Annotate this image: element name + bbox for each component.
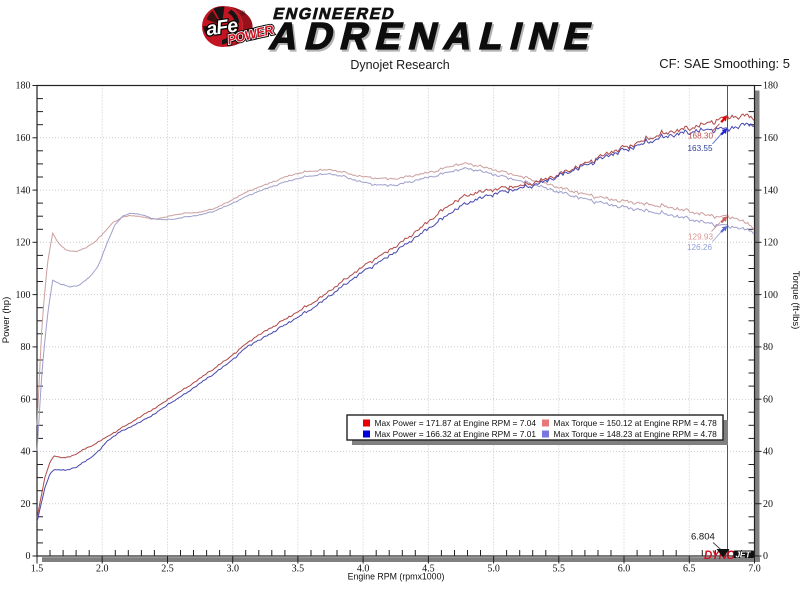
svg-text:6.5: 6.5 — [683, 564, 696, 575]
svg-text:4.5: 4.5 — [422, 564, 435, 575]
svg-text:ADRENALINE: ADRENALINE — [267, 17, 605, 59]
svg-text:20: 20 — [763, 499, 773, 510]
svg-text:129.93: 129.93 — [688, 232, 713, 241]
svg-text:0: 0 — [26, 551, 31, 562]
svg-text:Max Torque = 150.12 at Engine: Max Torque = 150.12 at Engine RPM = 4.78 — [554, 418, 718, 428]
svg-text:120: 120 — [763, 238, 778, 249]
svg-text:5.0: 5.0 — [487, 564, 500, 575]
svg-text:4.0: 4.0 — [357, 564, 370, 575]
svg-text:aFe: aFe — [205, 14, 240, 40]
svg-text:3.5: 3.5 — [292, 564, 305, 575]
svg-text:1.5: 1.5 — [31, 564, 44, 575]
svg-text:160: 160 — [16, 133, 31, 144]
svg-text:Max Power = 171.87 at Engine R: Max Power = 171.87 at Engine RPM = 7.04 — [375, 418, 537, 428]
svg-text:126.26: 126.26 — [687, 243, 712, 252]
svg-text:140: 140 — [16, 185, 31, 196]
svg-text:3.0: 3.0 — [226, 564, 239, 575]
svg-text:CF: SAE Smoothing: 5: CF: SAE Smoothing: 5 — [659, 56, 790, 71]
svg-text:ENGINEERED: ENGINEERED — [271, 5, 397, 23]
svg-text:120: 120 — [16, 238, 31, 249]
svg-text:100: 100 — [16, 290, 31, 301]
svg-text:Power (hp): Power (hp) — [1, 297, 12, 343]
svg-text:60: 60 — [21, 394, 31, 405]
svg-text:2.5: 2.5 — [161, 564, 174, 575]
svg-text:JET: JET — [736, 550, 752, 560]
svg-text:Dynojet Research: Dynojet Research — [350, 58, 449, 72]
svg-text:100: 100 — [763, 290, 778, 301]
svg-text:40: 40 — [21, 447, 31, 458]
svg-text:40: 40 — [763, 447, 773, 458]
svg-text:140: 140 — [763, 185, 778, 196]
svg-text:6.0: 6.0 — [618, 564, 631, 575]
svg-text:180: 180 — [763, 81, 778, 92]
svg-text:20: 20 — [21, 499, 31, 510]
svg-text:5.5: 5.5 — [553, 564, 566, 575]
svg-text:160: 160 — [763, 133, 778, 144]
svg-text:ADRENALINE: ADRENALINE — [266, 16, 604, 58]
svg-text:Max Power = 166.32 at Engine R: Max Power = 166.32 at Engine RPM = 7.01 — [375, 429, 537, 439]
svg-text:180: 180 — [16, 81, 31, 92]
svg-text:60: 60 — [763, 394, 773, 405]
svg-text:DYNO: DYNO — [704, 550, 735, 562]
svg-text:80: 80 — [763, 342, 773, 353]
svg-text:6.804: 6.804 — [691, 532, 715, 543]
svg-text:168.30: 168.30 — [688, 132, 713, 141]
svg-text:0: 0 — [763, 551, 768, 562]
svg-text:7.0: 7.0 — [748, 564, 761, 575]
svg-text:Engine RPM (rpmx1000): Engine RPM (rpmx1000) — [348, 572, 445, 582]
svg-text:163.55: 163.55 — [688, 144, 713, 153]
svg-text:2.0: 2.0 — [96, 564, 109, 575]
svg-text:Torque (ft-lbs): Torque (ft-lbs) — [790, 271, 800, 330]
svg-text:Max Torque = 148.23 at Engine: Max Torque = 148.23 at Engine RPM = 4.78 — [554, 429, 718, 439]
svg-text:®: ® — [241, 10, 246, 18]
svg-text:80: 80 — [21, 342, 31, 353]
